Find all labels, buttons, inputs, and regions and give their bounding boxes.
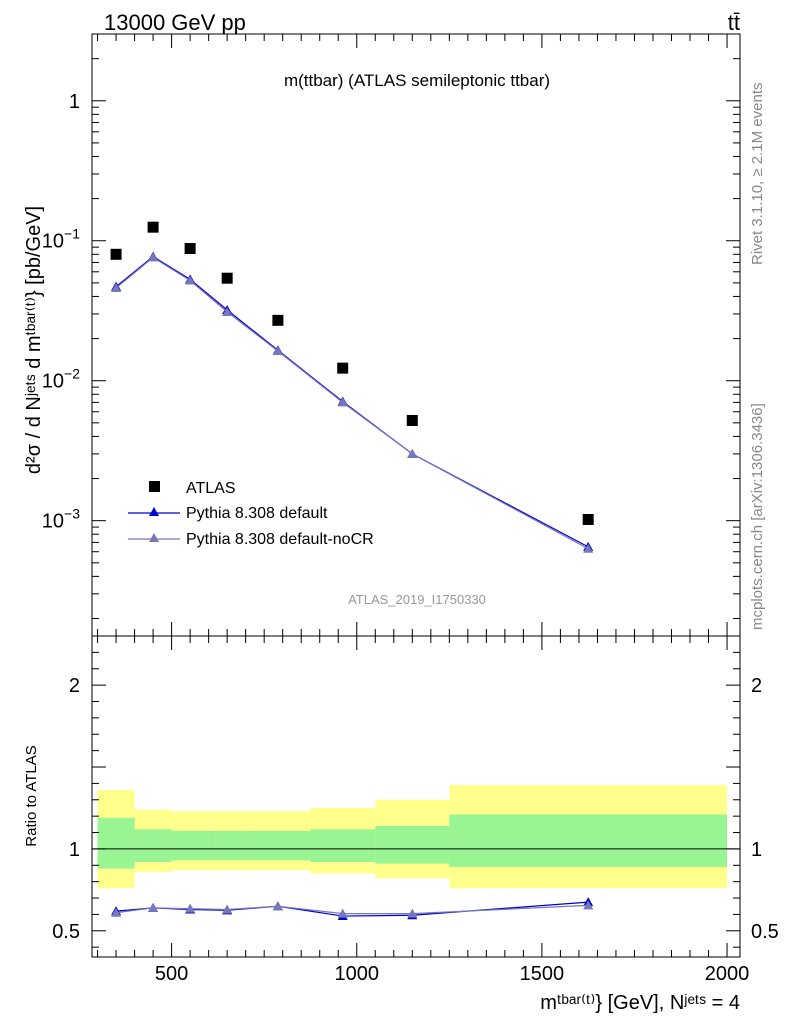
x-tick-label: 500	[155, 963, 188, 985]
ratio-y-tick-label-left: 1	[69, 839, 80, 861]
mcplots-label: mcplots.cern.ch [arXiv:1306.3436]	[749, 403, 766, 630]
main-panel: 1 10−1 10−2 10−3 m(ttbar) (ATLAS semilepton…	[23, 33, 741, 637]
ratio-point-nocr	[583, 900, 594, 910]
legend-marker-nocr	[149, 533, 159, 542]
legend-marker-atlas	[149, 481, 160, 492]
ratio-y-tick-label-right: 2	[751, 675, 762, 697]
process-label: tt̄	[728, 10, 740, 35]
main-y-axis-label: d²σ / d Nʲᵉᵗˢ d mᵗᵇᵃʳ⁽ᵗ⁾} [pb/GeV]	[23, 206, 45, 474]
energy-label: 13000 GeV pp	[104, 10, 246, 35]
main-title: m(ttbar) (ATLAS semileptonic ttbar)	[284, 71, 550, 90]
ratio-y-tick-label-left: 0.5	[52, 921, 80, 943]
main-point-atlas	[406, 414, 418, 426]
main-point-atlas	[221, 272, 233, 284]
main-point-nocr	[148, 252, 159, 262]
legend-marker-default	[149, 507, 159, 516]
ratio-y-tick-label-right: 1	[751, 839, 762, 861]
main-point-nocr	[583, 543, 594, 553]
main-point-atlas	[272, 314, 284, 326]
main-point-atlas	[110, 248, 122, 260]
main-line-default	[115, 255, 589, 548]
rivet-label: Rivet 3.1.10, ≥ 2.1M events	[749, 83, 766, 266]
ratio-point-nocr	[185, 903, 196, 913]
watermark: ATLAS_2019_I1750330	[348, 592, 486, 607]
legend-label-atlas: ATLAS	[186, 480, 236, 497]
legend-label-default: Pythia 8.308 default	[186, 505, 328, 522]
main-point-atlas	[184, 243, 196, 255]
main-point-nocr	[185, 275, 196, 285]
ratio-frame	[91, 635, 741, 958]
ratio-band-stat	[310, 829, 376, 863]
legend: ATLAS Pythia 8.308 default Pythia 8.308 …	[128, 480, 374, 548]
ratio-point-nocr	[272, 901, 283, 911]
x-tick-label: 1000	[335, 963, 380, 985]
y-tick-label: 10−2	[42, 366, 80, 393]
ratio-point-nocr	[111, 907, 122, 917]
x-axis-label: mᵗᵇᵃʳ⁽ᵗ⁾} [GeV], Nʲᵉᵗˢ = 4	[540, 992, 740, 1014]
main-point-nocr	[272, 346, 283, 356]
main-point-atlas	[582, 513, 594, 525]
main-point-nocr	[222, 306, 233, 316]
main-point-nocr	[407, 448, 418, 458]
ratio-line-nocr	[115, 904, 589, 915]
ratio-band-stat	[97, 817, 135, 869]
ratio-panel: 0.5 0.5 1 1 2 2 500 1000 1500 2000 Ratio to ATLAS…	[23, 635, 779, 1014]
ratio-point-nocr	[148, 902, 159, 912]
ratio-band-stat	[449, 814, 728, 867]
main-point-atlas	[337, 362, 349, 374]
ratio-y-tick-label-right: 0.5	[751, 921, 779, 943]
ratio-band-stat	[171, 830, 209, 861]
main-point-atlas	[147, 221, 159, 233]
ratio-point-nocr	[337, 908, 348, 918]
ratio-band-stat	[208, 830, 246, 861]
ratio-band-stat	[245, 830, 311, 861]
main-point-nocr	[337, 397, 348, 407]
y-tick-label: 1	[69, 91, 80, 113]
ratio-point-nocr	[407, 908, 418, 918]
main-point-nocr	[111, 282, 122, 292]
y-tick-label: 10−3	[42, 506, 80, 533]
legend-label-nocr: Pythia 8.308 default-noCR	[186, 531, 374, 548]
ratio-y-tick-label-left: 2	[69, 675, 80, 697]
x-tick-label: 1500	[520, 963, 565, 985]
ratio-band-stat	[134, 829, 172, 863]
y-tick-label: 10−1	[42, 226, 80, 253]
main-line-nocr	[115, 256, 589, 550]
ratio-y-axis-label: Ratio to ATLAS	[23, 745, 40, 846]
ratio-band-stat	[375, 825, 450, 864]
x-tick-label: 2000	[705, 963, 750, 985]
ratio-point-nocr	[222, 904, 233, 914]
